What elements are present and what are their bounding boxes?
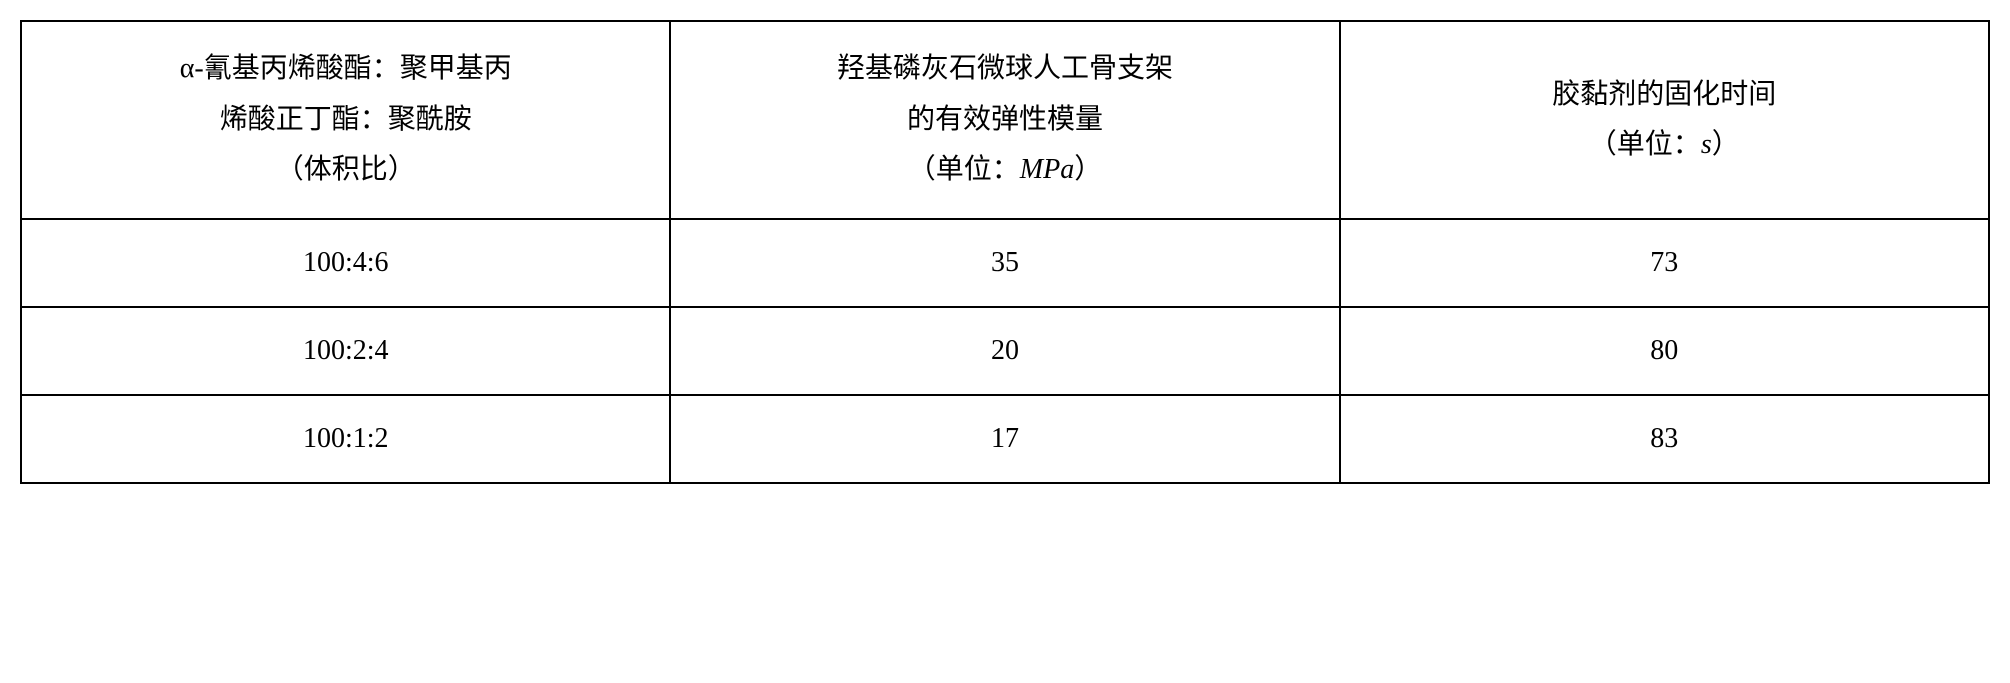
header-col-1-line2: 烯酸正丁酯：聚酰胺 bbox=[220, 104, 472, 135]
cell-r1-c2: 80 bbox=[1340, 307, 1989, 395]
cell-r0-c2: 73 bbox=[1340, 219, 1989, 307]
cell-r2-c2: 83 bbox=[1340, 395, 1989, 483]
cell-r2-c1: 17 bbox=[670, 395, 1339, 483]
data-table: α-氰基丙烯酸酯：聚甲基丙 烯酸正丁酯：聚酰胺 （体积比） 羟基磷灰石微球人工骨… bbox=[20, 20, 1990, 484]
header-col-2: 羟基磷灰石微球人工骨支架 的有效弹性模量 （单位：MPa） bbox=[670, 21, 1339, 219]
header-col-1: α-氰基丙烯酸酯：聚甲基丙 烯酸正丁酯：聚酰胺 （体积比） bbox=[21, 21, 670, 219]
table-row: 100:4:6 35 73 bbox=[21, 219, 1989, 307]
cell-r1-c0: 100:2:4 bbox=[21, 307, 670, 395]
header-col-1-line3: （体积比） bbox=[276, 154, 416, 185]
cell-r1-c1: 20 bbox=[670, 307, 1339, 395]
header-col-2-line3-suffix: ） bbox=[1074, 154, 1102, 185]
header-col-3-line2-prefix: （单位： bbox=[1589, 129, 1701, 160]
header-col-1-line1: α-氰基丙烯酸酯：聚甲基丙 bbox=[180, 53, 512, 84]
header-col-2-unit: MPa bbox=[1020, 154, 1074, 185]
cell-r0-c1: 35 bbox=[670, 219, 1339, 307]
header-col-2-line3-prefix: （单位： bbox=[908, 154, 1020, 185]
cell-r2-c0: 100:1:2 bbox=[21, 395, 670, 483]
header-col-2-line1: 羟基磷灰石微球人工骨支架 bbox=[837, 53, 1173, 84]
header-col-3-line2-suffix: ） bbox=[1712, 129, 1740, 160]
table-header-row: α-氰基丙烯酸酯：聚甲基丙 烯酸正丁酯：聚酰胺 （体积比） 羟基磷灰石微球人工骨… bbox=[21, 21, 1989, 219]
header-col-3-unit: s bbox=[1701, 129, 1712, 160]
table-row: 100:2:4 20 80 bbox=[21, 307, 1989, 395]
header-col-3-line1: 胶黏剂的固化时间 bbox=[1552, 79, 1776, 110]
header-col-2-line2: 的有效弹性模量 bbox=[907, 104, 1103, 135]
table-row: 100:1:2 17 83 bbox=[21, 395, 1989, 483]
header-col-3: 胶黏剂的固化时间 （单位：s） bbox=[1340, 21, 1989, 219]
cell-r0-c0: 100:4:6 bbox=[21, 219, 670, 307]
